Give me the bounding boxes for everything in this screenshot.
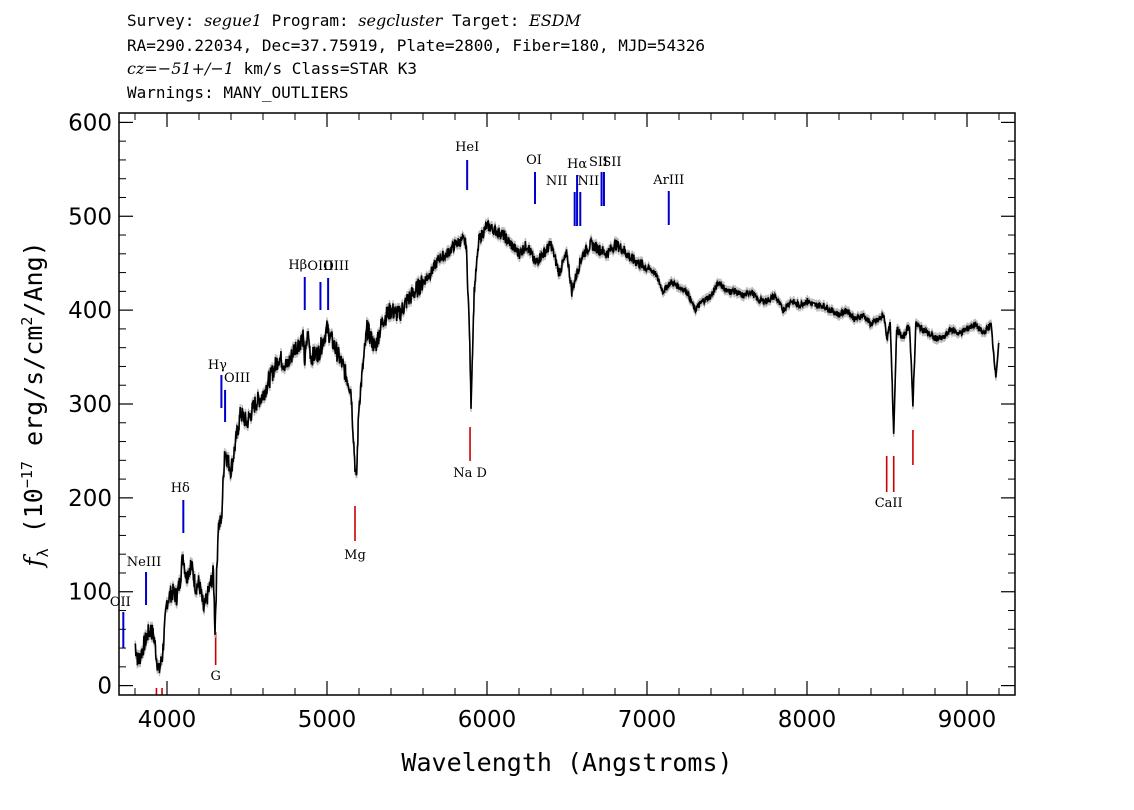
emission-line-label: OII: [110, 595, 131, 610]
y-tick-label: 300: [68, 392, 112, 418]
x-axis-title: Wavelength (Angstroms): [401, 748, 732, 777]
header-warnings-line: Warnings: MANY_OUTLIERS: [127, 83, 349, 102]
emission-line-label: OI: [526, 153, 542, 168]
emission-line-label: Hγ: [208, 358, 227, 373]
cz-rest: km/s Class=STAR K3: [233, 59, 417, 78]
y-tick-label: 500: [68, 204, 112, 230]
x-tick-label: 9000: [938, 707, 997, 733]
emission-line-label: Hδ: [171, 481, 190, 496]
emission-line-label: OIII: [224, 371, 250, 386]
spectrum-line: [134, 219, 1000, 674]
header-coordinates-line: RA=290.22034, Dec=37.75919, Plate=2800, …: [127, 36, 705, 55]
program-value: segcluster: [358, 11, 443, 30]
y-tick-label: 400: [68, 298, 112, 324]
x-tick-label: 4000: [138, 707, 197, 733]
header-redshift-line: cz=−51+/−1 km/s Class=STAR K3: [127, 60, 417, 78]
x-tick-label: 6000: [458, 707, 517, 733]
absorption-line-label: Na D: [453, 466, 487, 481]
y-tick-label: 100: [68, 580, 112, 606]
series-layer: [134, 217, 1000, 677]
emission-line-label: SII: [589, 155, 608, 170]
emission-line-label: Hα: [567, 157, 587, 172]
axis-ticks-layer: 4000 5000 6000 7000 8000 9000 0 100 200 300 400 500…: [68, 110, 1015, 733]
absorption-line-label: CaII: [875, 496, 903, 511]
y-tick-label: 600: [68, 110, 112, 136]
emission-line-label: NII: [546, 174, 568, 189]
emission-line-label: Hβ: [288, 258, 307, 273]
header-survey-line: Survey: segue1 Program: segcluster Targe…: [127, 12, 581, 30]
cz-value: −51+/−1: [157, 59, 234, 78]
x-tick-label: 7000: [618, 707, 677, 733]
emission-line-label: HeI: [455, 140, 479, 155]
y-tick-label: 200: [68, 486, 112, 512]
x-tick-label: 8000: [778, 707, 837, 733]
error-band-upper: [134, 223, 1000, 677]
emission-line-label: ArIII: [652, 173, 684, 188]
x-tick-label: 5000: [298, 707, 357, 733]
emission-line-label: NII: [577, 174, 599, 189]
y-tick-label: 0: [97, 674, 112, 700]
y-axis-title: fλ (10−17 erg/s/cm2/Ang): [18, 241, 52, 568]
absorption-line-label: Mg: [344, 548, 366, 563]
error-band-lower: [134, 217, 1000, 671]
survey-value: segue1: [204, 11, 262, 30]
emission-line-label: SII: [602, 155, 621, 170]
emission-line-label: OIII: [323, 259, 349, 274]
absorption-line-label: G: [210, 669, 220, 684]
target-value: ESDM: [529, 11, 581, 30]
cz-label: cz=: [127, 59, 158, 78]
program-label: Program:: [261, 11, 359, 30]
emission-line-label: NeIII: [127, 555, 161, 570]
survey-label: Survey:: [127, 11, 205, 30]
emission-line-label: OIII: [307, 259, 333, 274]
target-label: Target:: [442, 11, 530, 30]
